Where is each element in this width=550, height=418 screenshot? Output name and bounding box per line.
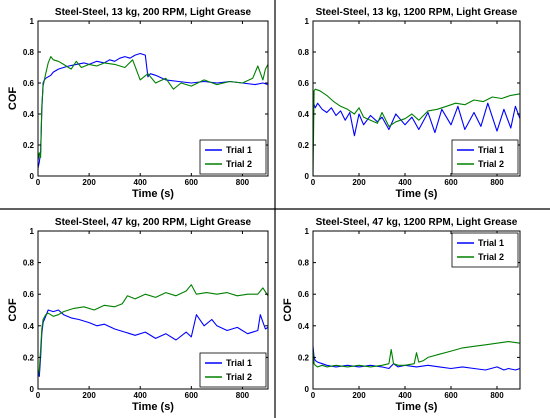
chart-2: Steel-Steel, 13 kg, 1200 RPM, Light Grea… — [298, 7, 521, 200]
legend-label-trial-2: Trial 2 — [478, 252, 504, 262]
legend-label-trial-2: Trial 2 — [226, 372, 252, 382]
x-tick-label: 800 — [236, 178, 250, 187]
y-tick-label: 0.6 — [23, 290, 35, 299]
y-tick-label: 0.8 — [298, 48, 310, 57]
legend-label-trial-1: Trial 1 — [226, 145, 252, 155]
y-axis-label: COF — [7, 298, 19, 322]
x-axis-label: Time (s) — [132, 188, 174, 200]
chart-4: Steel-Steel, 47 kg, 1200 RPM, Light Grea… — [282, 217, 521, 413]
series-line-trial-1 — [313, 101, 520, 137]
y-tick-label: 0.2 — [23, 141, 35, 150]
legend-box — [451, 232, 519, 268]
y-tick-label: 0 — [30, 385, 35, 394]
x-axis-label: Time (s) — [132, 401, 174, 413]
chart-title: Steel-Steel, 13 kg, 1200 RPM, Light Grea… — [316, 7, 518, 18]
legend: Trial 1 Trial 2 — [451, 139, 519, 175]
x-tick-label: 0 — [311, 178, 316, 187]
y-tick-label: 0.2 — [298, 141, 310, 150]
x-tick-label: 400 — [134, 178, 148, 187]
x-tick-label: 0 — [36, 391, 41, 400]
x-tick-label: 200 — [352, 178, 366, 187]
legend: Trial 1 Trial 2 — [199, 139, 267, 175]
y-tick-label: 0.8 — [23, 259, 35, 268]
plot-frame — [312, 230, 521, 390]
legend-box — [451, 139, 519, 175]
x-tick-label: 400 — [398, 391, 412, 400]
chart-3: Steel-Steel, 47 kg, 200 RPM, Light Greas… — [7, 217, 269, 413]
legend-label-trial-1: Trial 1 — [478, 145, 504, 155]
x-tick-label: 400 — [398, 178, 412, 187]
plot-frame — [37, 230, 269, 390]
y-tick-label: 0.8 — [298, 259, 310, 268]
y-axis-label: COF — [282, 298, 294, 322]
y-tick-label: 0.4 — [298, 322, 310, 331]
chart-1: Steel-Steel, 13 kg, 200 RPM, Light Greas… — [7, 7, 269, 200]
x-tick-label: 400 — [134, 391, 148, 400]
x-axis-label: Time (s) — [396, 401, 438, 413]
legend-label-trial-2: Trial 2 — [226, 159, 252, 169]
series-line-trial-1 — [38, 309, 268, 377]
y-tick-label: 0 — [30, 172, 35, 181]
y-tick-label: 0 — [305, 385, 310, 394]
chart-title: Steel-Steel, 47 kg, 1200 RPM, Light Grea… — [316, 217, 518, 228]
x-tick-label: 200 — [82, 391, 96, 400]
x-tick-label: 800 — [490, 178, 504, 187]
legend: Trial 1 Trial 2 — [451, 232, 519, 268]
x-tick-label: 600 — [185, 178, 199, 187]
x-tick-label: 600 — [444, 391, 458, 400]
x-tick-label: 800 — [236, 391, 250, 400]
y-tick-label: 0.2 — [23, 353, 35, 362]
y-tick-label: 1 — [30, 17, 35, 26]
legend-label-trial-1: Trial 1 — [478, 238, 504, 248]
y-tick-label: 1 — [305, 17, 310, 26]
y-tick-label: 0.6 — [298, 79, 310, 88]
series-line-trial-1 — [313, 346, 520, 371]
x-tick-label: 600 — [444, 178, 458, 187]
legend-label-trial-1: Trial 1 — [226, 358, 252, 368]
x-axis-label: Time (s) — [396, 188, 438, 200]
series-line-trial-2 — [38, 284, 268, 377]
plot-frame — [37, 20, 269, 177]
legend-label-trial-2: Trial 2 — [478, 159, 504, 169]
x-tick-label: 800 — [490, 391, 504, 400]
y-tick-label: 0.8 — [23, 48, 35, 57]
series-line-trial-2 — [313, 88, 520, 176]
x-tick-label: 200 — [82, 178, 96, 187]
y-tick-label: 0.4 — [23, 110, 35, 119]
x-tick-label: 200 — [352, 391, 366, 400]
x-tick-label: 0 — [311, 391, 316, 400]
chart-title: Steel-Steel, 13 kg, 200 RPM, Light Greas… — [55, 7, 252, 18]
series-line-trial-2 — [38, 56, 268, 161]
y-tick-label: 0 — [305, 172, 310, 181]
x-tick-label: 600 — [185, 391, 199, 400]
chart-title: Steel-Steel, 47 kg, 200 RPM, Light Greas… — [55, 217, 252, 228]
y-tick-label: 0.4 — [298, 110, 310, 119]
series-line-trial-2 — [313, 341, 520, 368]
y-axis-label: COF — [7, 87, 19, 111]
y-tick-label: 0.6 — [298, 290, 310, 299]
y-tick-label: 1 — [30, 227, 35, 236]
plot-frame — [312, 20, 521, 177]
y-tick-label: 0.4 — [23, 322, 35, 331]
legend: Trial 1 Trial 2 — [199, 352, 267, 388]
y-tick-label: 0.6 — [23, 79, 35, 88]
y-tick-label: 1 — [305, 227, 310, 236]
x-tick-label: 0 — [36, 178, 41, 187]
legend-box — [199, 352, 267, 388]
legend-box — [199, 139, 267, 175]
y-tick-label: 0.2 — [298, 353, 310, 362]
